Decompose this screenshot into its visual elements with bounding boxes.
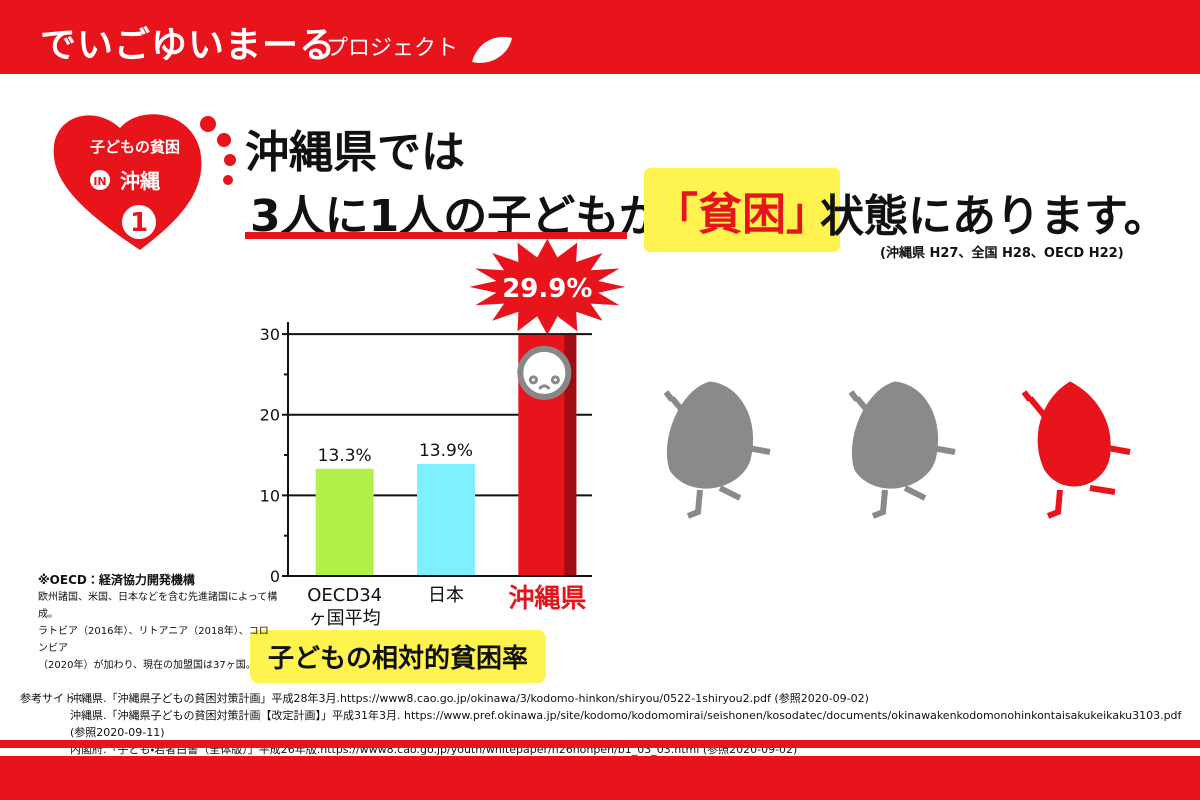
badge-number: 1 [130, 208, 148, 238]
source-note: (沖縄県 H27、全国 H28、OECD H22) [880, 246, 1124, 261]
x-tick-label: OECD34ヶ国平均 [307, 585, 383, 629]
headline: 沖縄県では [245, 127, 465, 178]
note-title: ※OECD：経済協力開発機構 [38, 573, 195, 587]
reference: 沖縄県.「沖縄県子どもの貧困対策計画」平成28年3月.https://www8.… [70, 692, 869, 705]
note-line: （2020年）が加わり、現在の加盟国は37ヶ国。 [38, 660, 256, 671]
logo-leaf [472, 36, 512, 63]
footer-stripe [0, 740, 1200, 748]
note-line: 欧州諸国、米国、日本などを含む先進諸国によって構成。 [38, 592, 278, 620]
badge-place: 沖縄 [120, 169, 160, 193]
bar-shade [564, 334, 577, 576]
y-tick-label: 20 [260, 406, 280, 425]
badge: 子どもの貧困 IN 沖縄 1 [53, 114, 236, 251]
logo: でいごゆいまーる [40, 25, 337, 66]
logo-sub: プロジェクト [326, 36, 459, 61]
x-title: 子どもの相対的貧困率 [250, 630, 547, 683]
bar [315, 468, 374, 576]
reference: 沖縄県.「沖縄県子どもの貧困対策計画【改定計画】」平成31年3月. https:… [70, 709, 1182, 739]
y-tick-label: 0 [270, 567, 280, 586]
headline: 状態にあります。 [820, 191, 1168, 242]
value-label: 29.9% [502, 274, 592, 304]
badge-topic: 子どもの貧困 [90, 138, 180, 156]
face-detail [528, 375, 560, 390]
x-tick-label: 沖縄県 [508, 584, 587, 614]
value-label: 13.9% [419, 441, 473, 461]
y-tick-label: 10 [260, 486, 280, 505]
footer-band [0, 756, 1200, 800]
references-label: 参考サイト： [20, 692, 86, 705]
x-tick-label: 日本 [428, 585, 464, 606]
note-line: ラトビア（2016年）、リトアニア（2018年）、コロンビア [38, 626, 269, 654]
characters [663, 381, 1131, 519]
badge-in: IN [93, 175, 106, 188]
header-band [0, 0, 1200, 74]
face [517, 345, 572, 400]
value-label: 13.3% [318, 446, 372, 466]
bar [417, 463, 475, 576]
headline-highlight: 「貧困」 [644, 168, 840, 252]
underline [245, 232, 627, 239]
oecd-note: ※OECD：経済協力開発機構 欧州諸国、米国、日本などを含む先進諸国によって構成… [38, 572, 278, 674]
y-tick-label: 30 [260, 325, 280, 344]
starburst [469, 238, 626, 335]
